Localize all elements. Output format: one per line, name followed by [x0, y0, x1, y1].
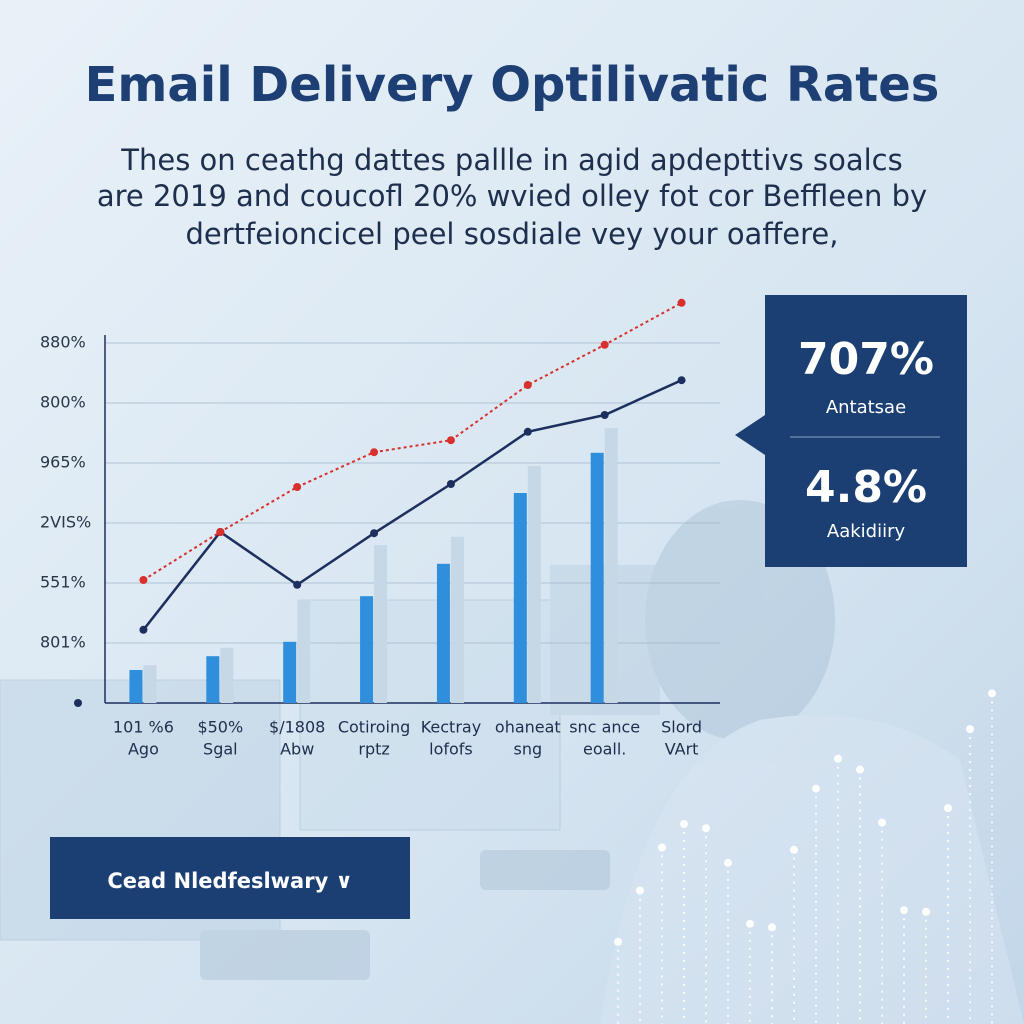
line-point	[523, 381, 532, 389]
callout-pointer	[735, 415, 765, 455]
y-tick-label: 880%	[40, 333, 86, 352]
bar	[527, 466, 541, 703]
wave-dot	[746, 919, 754, 928]
subtitle-line: dertfeioncicel peel sosdiale vey your oa…	[185, 217, 838, 251]
wave-dot	[680, 820, 688, 829]
bar	[374, 545, 388, 703]
wave-dot	[768, 923, 776, 932]
line-point	[216, 528, 225, 536]
y-tick-label: 965%	[40, 453, 86, 472]
bar	[513, 493, 527, 703]
wave-dot	[702, 824, 710, 833]
callout-value: 707%	[798, 334, 934, 385]
bar	[129, 670, 143, 703]
wave-dot	[658, 843, 666, 852]
x-tick-label: Kectray	[421, 718, 481, 737]
x-tick-label: sng	[513, 740, 542, 759]
bar	[143, 665, 157, 703]
x-tick-label: Slord	[661, 718, 702, 737]
wave-dot	[988, 689, 996, 698]
bar	[206, 656, 220, 703]
x-tick-label: Cotiroing	[338, 718, 410, 737]
y-tick-label: 800%	[40, 393, 86, 412]
callout-label: Aakidiiry	[827, 521, 906, 542]
cta-button[interactable]: Cead Nledfeslwary ∨	[50, 837, 410, 919]
line-point	[446, 480, 455, 488]
x-tick-label: lofofs	[429, 740, 473, 759]
x-tick-label: Sgal	[203, 740, 238, 759]
title: Email Delivery Optilivatic Rates	[85, 57, 940, 113]
button-label[interactable]: Cead Nledfeslwary ∨	[107, 869, 352, 893]
bar	[220, 647, 234, 703]
subtitle-line: Thes on ceathg dattes pallle in agid apd…	[120, 143, 902, 177]
line-point	[370, 529, 379, 538]
wave-dot	[878, 818, 886, 827]
line-point	[677, 376, 686, 385]
line-point	[370, 448, 379, 457]
line-point	[523, 427, 532, 436]
y-tick-label: 2VIS%	[40, 513, 91, 532]
x-tick-label: snc ance	[569, 718, 640, 737]
wave-dot	[636, 886, 644, 895]
line-point	[677, 298, 686, 307]
bar	[604, 428, 618, 703]
line-point	[600, 411, 609, 419]
x-tick-label: rptz	[358, 740, 389, 759]
wave-dot	[790, 845, 798, 854]
line-point	[600, 340, 609, 349]
wave-dot	[856, 765, 864, 774]
bar	[590, 452, 604, 703]
wave-dot	[944, 804, 952, 813]
wave-dot	[812, 784, 820, 793]
line-point	[139, 625, 148, 634]
bar	[450, 536, 464, 703]
line-point	[293, 483, 302, 491]
callout-value: 4.8%	[805, 462, 927, 513]
callout-box	[765, 295, 967, 567]
line	[142, 379, 683, 631]
bar	[297, 599, 311, 703]
wave-dot	[614, 937, 622, 946]
x-tick-label: VArt	[665, 740, 699, 759]
callout: 707% Antatsae 4.8% Aakidiiry	[735, 295, 967, 567]
wave-dot	[966, 725, 974, 734]
y-tick-label: 801%	[40, 633, 86, 652]
x-tick-label: 101 %6	[113, 718, 174, 737]
x-tick-label: $/1808	[269, 718, 325, 737]
bar	[283, 641, 297, 703]
wave-dot	[922, 907, 930, 916]
x-tick-label: ohaneat	[495, 718, 561, 737]
axis-origin-dot	[74, 699, 82, 707]
x-tick-label: Ago	[128, 740, 159, 759]
wave-dot	[834, 754, 842, 763]
line-point	[446, 436, 455, 445]
x-tick-label: $50%	[197, 718, 243, 737]
y-tick-label: 551%	[40, 573, 86, 592]
bar	[436, 563, 450, 703]
subtitle-line: are 2019 and coucofl 20% wvied olley fot…	[97, 179, 927, 213]
wave-dot	[900, 906, 908, 915]
line-point	[139, 576, 148, 584]
decorative-wave	[614, 689, 996, 1024]
x-tick-label: Abw	[280, 740, 314, 759]
wave-dot	[724, 858, 732, 867]
bar	[360, 596, 374, 703]
callout-label: Antatsae	[826, 397, 906, 418]
line-point	[293, 580, 302, 589]
plot: 801% 551% 2VIS% 965% 800% 880% 101 %6 Ago $50% Sg…	[40, 298, 720, 759]
x-tick-label: eoall.	[583, 740, 626, 759]
button-box[interactable]	[50, 837, 410, 919]
dashed-line	[142, 301, 683, 581]
